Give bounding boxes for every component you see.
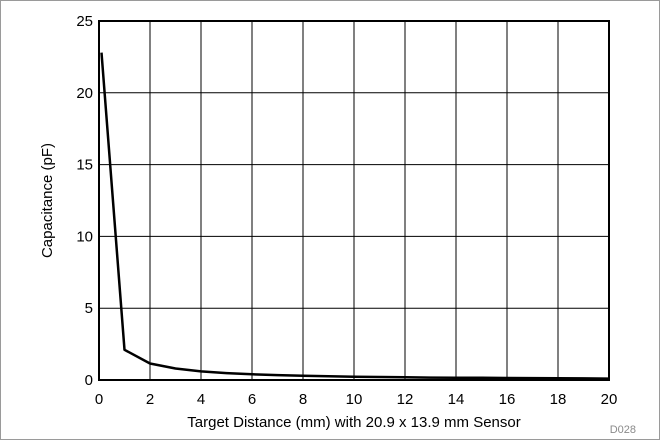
x-tick-label: 16	[499, 391, 516, 408]
y-tick-label: 25	[76, 13, 93, 30]
x-tick-label: 20	[601, 391, 618, 408]
series-layer	[100, 52, 610, 380]
x-tick-label: 0	[95, 391, 103, 408]
x-tick-label: 10	[346, 391, 363, 408]
x-tick-labels: 0 2 4 6 8 10 12 14 16 18 20	[95, 391, 618, 408]
x-tick-label: 18	[550, 391, 567, 408]
y-tick-label: 15	[76, 157, 93, 174]
x-tick-label: 2	[146, 391, 154, 408]
y-tick-labels: 0 5 10 15 20 25	[76, 13, 93, 389]
x-axis-title: Target Distance (mm) with 20.9 x 13.9 mm…	[187, 414, 520, 431]
x-tick-label: 12	[397, 391, 414, 408]
x-tick-label: 4	[197, 391, 205, 408]
y-tick-label: 20	[76, 85, 93, 102]
figure-code: D028	[610, 424, 636, 436]
y-tick-label: 5	[85, 300, 93, 317]
grid	[99, 21, 609, 380]
x-tick-label: 14	[448, 391, 465, 408]
x-tick-label: 6	[248, 391, 256, 408]
y-tick-label: 10	[76, 228, 93, 245]
y-tick-label: 0	[85, 372, 93, 389]
plot-area-border	[98, 20, 610, 381]
x-tick-label: 8	[299, 391, 307, 408]
capacitance-curve	[100, 52, 610, 380]
y-axis-title: Capacitance (pF)	[39, 143, 56, 258]
